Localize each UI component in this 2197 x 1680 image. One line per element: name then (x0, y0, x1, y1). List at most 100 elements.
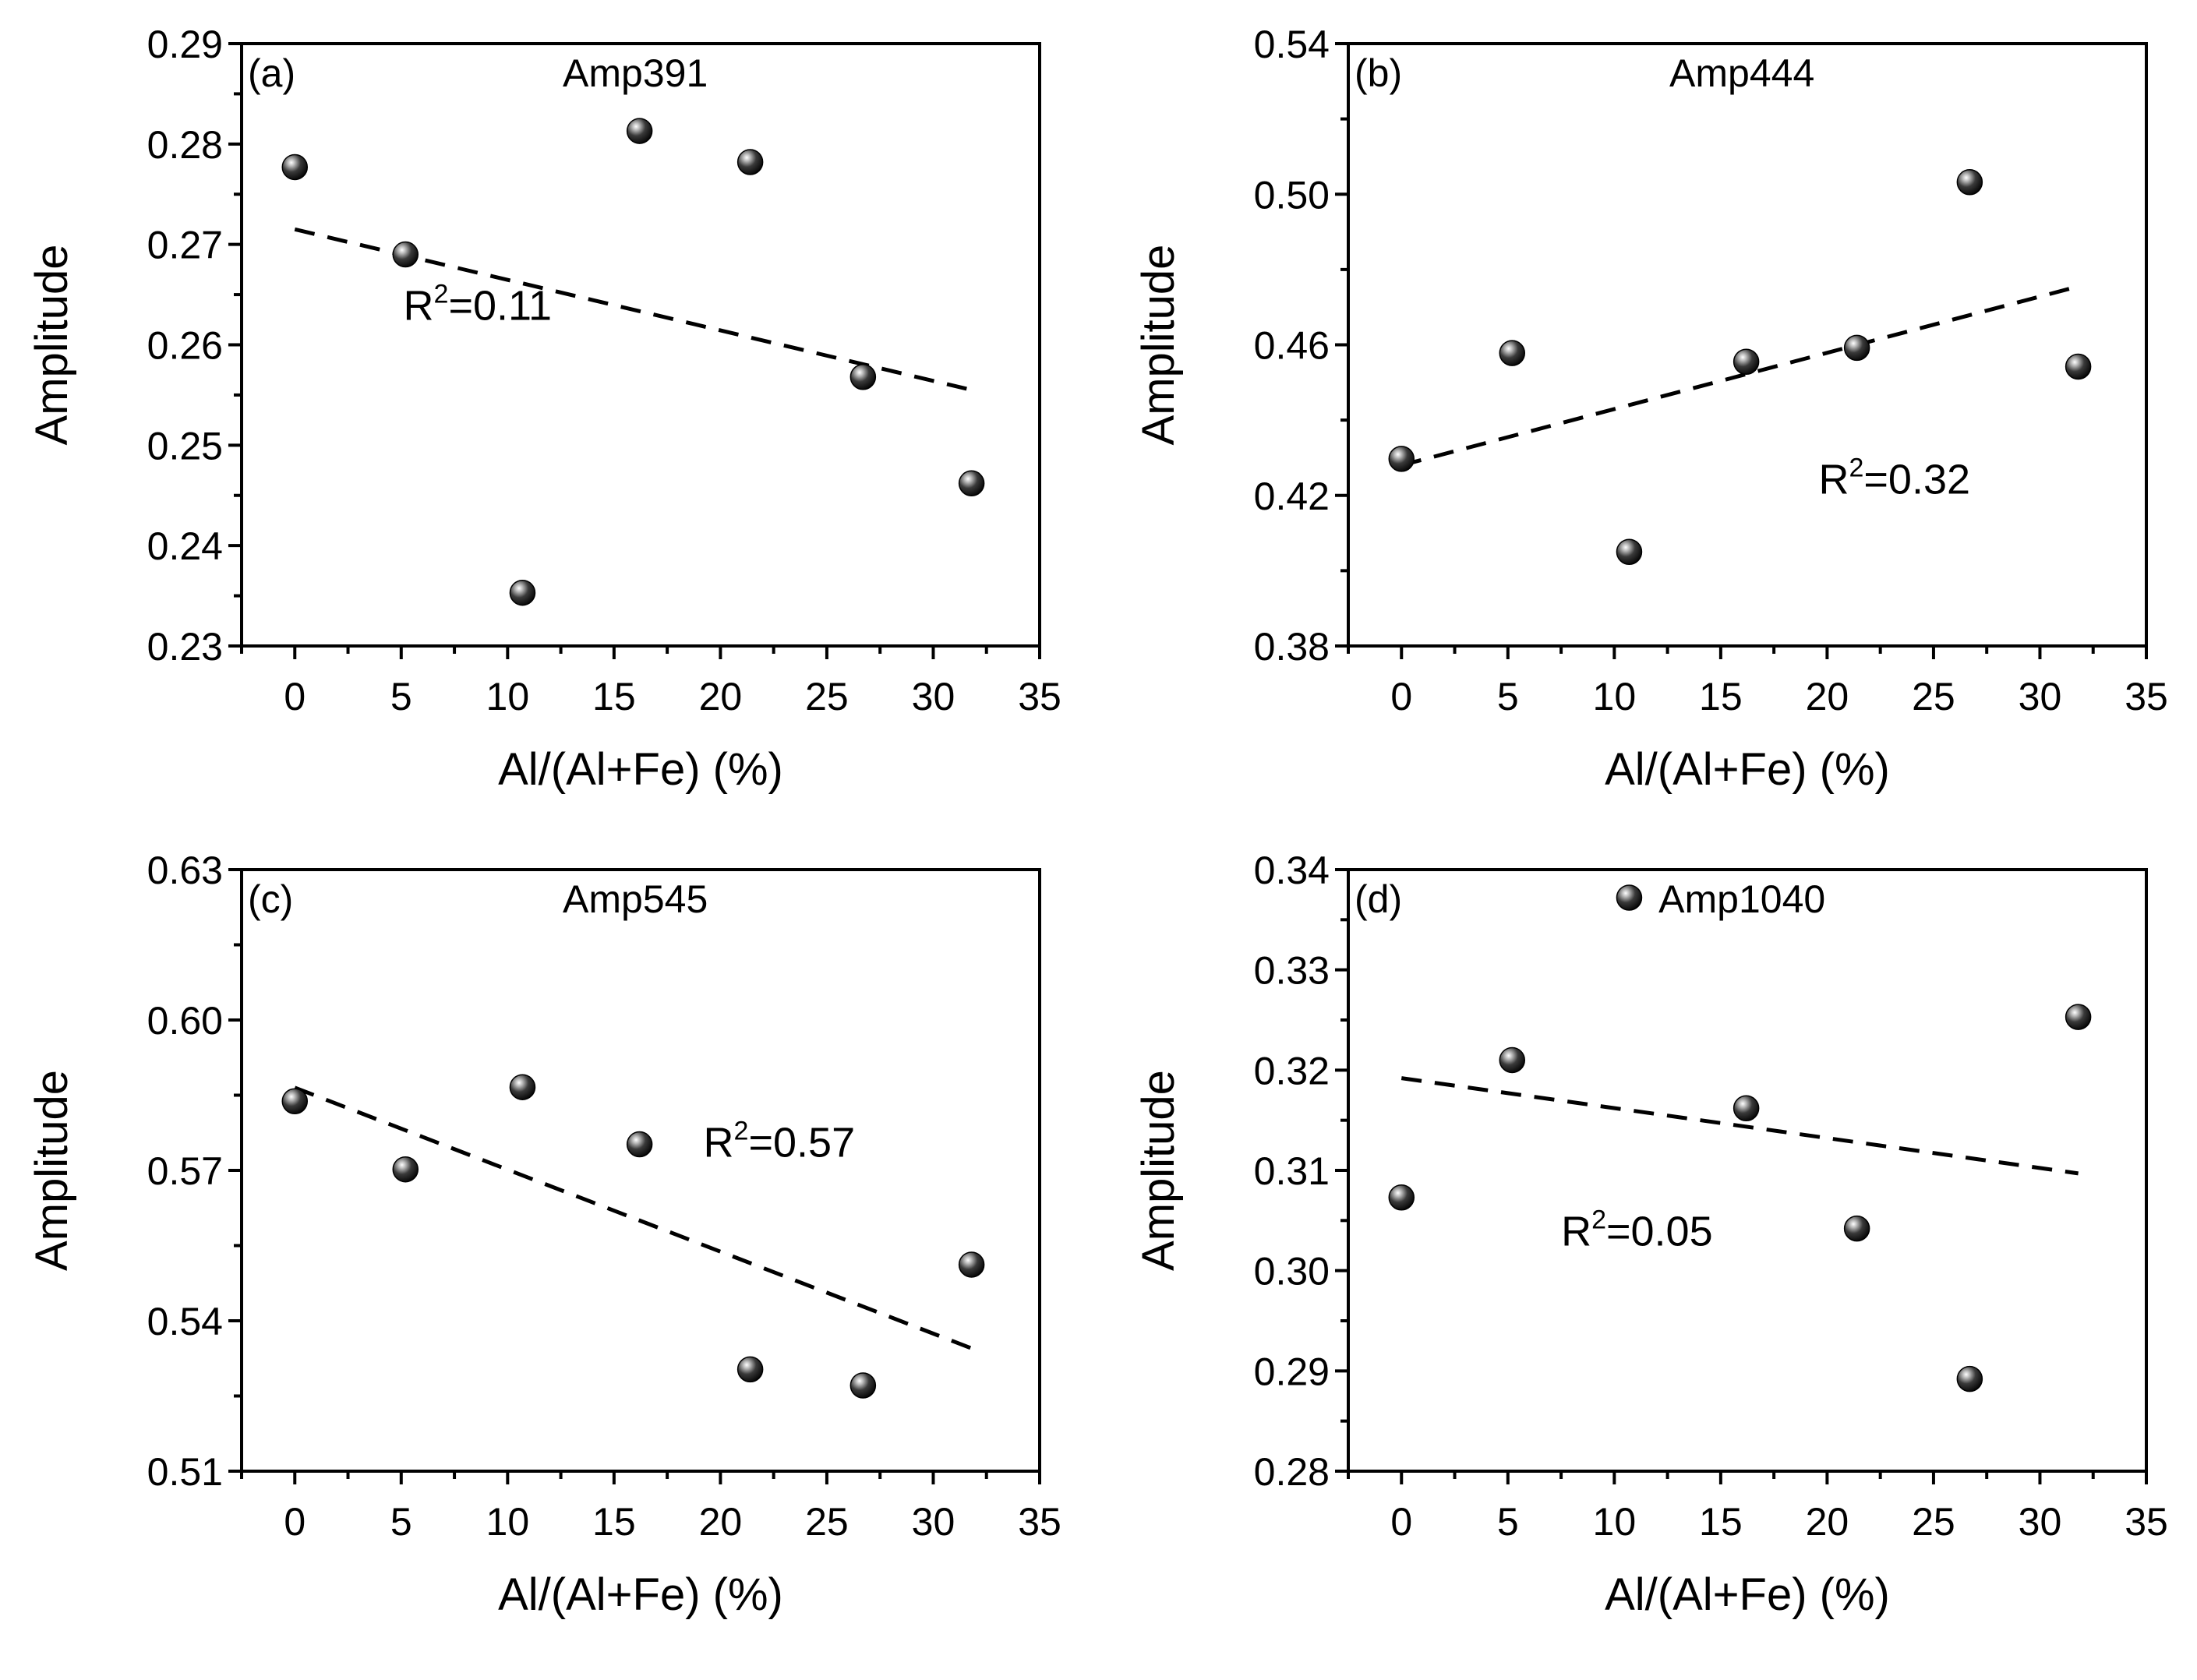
data-point (1499, 1046, 1526, 1074)
y-tick-label: 0.29 (147, 23, 223, 66)
x-axis-title: Al/(Al+Fe) (%) (1605, 1569, 1890, 1620)
r2-value: =0.11 (448, 282, 552, 329)
y-tick-label: 0.38 (1254, 625, 1330, 669)
x-tick-label: 20 (1806, 675, 1849, 718)
y-tick-label: 0.50 (1254, 173, 1330, 217)
x-tick-label: 25 (805, 1500, 849, 1544)
data-point (1733, 348, 1760, 375)
panel-c: 0 5 10 15 20 25 30 35 0.51 0.54 0.57 0.60 0.63 Al/(Al… (26, 849, 1061, 1620)
x-axis-title: Al/(Al+Fe) (%) (1605, 744, 1890, 795)
panel-label: (d) (1355, 877, 1402, 921)
x-tick-label: 10 (1593, 1500, 1637, 1544)
x-tick-label: 30 (912, 1500, 955, 1544)
y-tick-label: 0.34 (1254, 849, 1330, 892)
x-tick-label: 20 (699, 1500, 743, 1544)
data-point (392, 1156, 419, 1183)
y-axis-title: Amplitude (1133, 245, 1184, 446)
r-squared-annotation: R2=0.11 (404, 279, 553, 329)
y-tick-label: 0.32 (1254, 1049, 1330, 1092)
x-tick-label: 15 (1699, 1500, 1743, 1544)
r-squared-annotation: R2=0.05 (1561, 1205, 1713, 1255)
x-tick-label: 15 (592, 675, 636, 718)
data-point (1616, 884, 1643, 911)
r2-symbol: R (404, 282, 434, 329)
y-tick-label: 0.33 (1254, 949, 1330, 993)
r2-symbol: R (1561, 1209, 1591, 1255)
r2-superscript: 2 (734, 1117, 749, 1146)
x-tick-label: 10 (486, 675, 530, 718)
r2-value: =0.57 (748, 1120, 855, 1166)
x-tick-label: 30 (912, 675, 955, 718)
y-tick-label: 0.54 (147, 1300, 223, 1343)
y-axis-title: Amplitude (26, 245, 77, 446)
data-point (281, 1088, 309, 1114)
data-point (1733, 1095, 1760, 1121)
x-tick-label: 20 (699, 675, 743, 718)
data-point (849, 1372, 877, 1399)
y-tick-label: 0.54 (1254, 23, 1330, 66)
y-tick-label: 0.24 (147, 524, 223, 568)
r-squared-annotation: R2=0.32 (1818, 453, 1970, 503)
data-point (2065, 353, 2092, 380)
x-tick-label: 5 (1497, 1500, 1519, 1544)
data-point (1499, 340, 1526, 366)
x-tick-label: 25 (1912, 1500, 1955, 1544)
y-tick-label: 0.26 (147, 324, 223, 368)
y-tick-label: 0.57 (147, 1149, 223, 1193)
panel-title: Amp1040 (1658, 877, 1825, 921)
x-tick-label: 30 (2019, 675, 2062, 718)
data-point (2065, 1004, 2092, 1030)
x-tick-label: 25 (805, 675, 849, 718)
r2-superscript: 2 (1849, 453, 1863, 482)
panel-label: (b) (1355, 51, 1402, 95)
data-point (1616, 538, 1643, 565)
x-tick-label: 5 (390, 1500, 412, 1544)
x-tick-label: 15 (592, 1500, 636, 1544)
panel-d: 0 5 10 15 20 25 30 35 0.28 0.29 0.30 0.31 0.32 0.33 0.… (1133, 849, 2168, 1620)
x-tick-label: 5 (390, 675, 412, 718)
data-point (1388, 1184, 1415, 1211)
x-tick-label: 35 (1018, 1500, 1061, 1544)
x-tick-label: 0 (284, 1500, 306, 1544)
y-tick-label: 0.29 (1254, 1350, 1330, 1393)
x-tick-label: 0 (1390, 675, 1412, 718)
y-axis-title: Amplitude (1133, 1070, 1184, 1271)
r2-symbol: R (704, 1120, 734, 1166)
x-tick-label: 35 (1018, 675, 1061, 718)
y-tick-label: 0.28 (147, 123, 223, 167)
data-point (1956, 1365, 1983, 1392)
r2-value: =0.32 (1863, 456, 1970, 503)
panel-title: Amp444 (1669, 51, 1814, 95)
data-point (958, 470, 985, 497)
data-point (626, 118, 653, 144)
data-point (1956, 169, 1983, 196)
data-point (736, 149, 764, 175)
data-point (1388, 446, 1415, 472)
x-tick-label: 30 (2019, 1500, 2062, 1544)
data-point (736, 1356, 764, 1383)
x-tick-label: 15 (1699, 675, 1743, 718)
y-tick-label: 0.63 (147, 849, 223, 892)
x-tick-label: 25 (1912, 675, 1955, 718)
data-point (1843, 1215, 1870, 1242)
data-point (509, 1074, 536, 1100)
panel-a: 0 5 10 15 20 25 30 35 0.23 0.24 0.25 0.26 0.27 0.28 0.… (26, 23, 1061, 795)
x-tick-label: 5 (1497, 675, 1519, 718)
x-tick-label: 10 (1593, 675, 1637, 718)
y-tick-label: 0.42 (1254, 475, 1330, 518)
panel-title: Amp545 (563, 877, 708, 921)
data-point (392, 241, 419, 268)
r2-superscript: 2 (434, 279, 449, 309)
trend-line (294, 1085, 973, 1350)
x-tick-label: 35 (2125, 1500, 2168, 1544)
x-tick-label: 0 (1390, 1500, 1412, 1544)
y-tick-label: 0.30 (1254, 1250, 1330, 1294)
y-tick-label: 0.28 (1254, 1450, 1330, 1494)
data-point (1843, 334, 1870, 362)
x-tick-label: 35 (2125, 675, 2168, 718)
y-axis-title: Amplitude (26, 1070, 77, 1271)
data-point (626, 1131, 653, 1158)
data-point (849, 363, 877, 390)
y-tick-label: 0.25 (147, 424, 223, 468)
